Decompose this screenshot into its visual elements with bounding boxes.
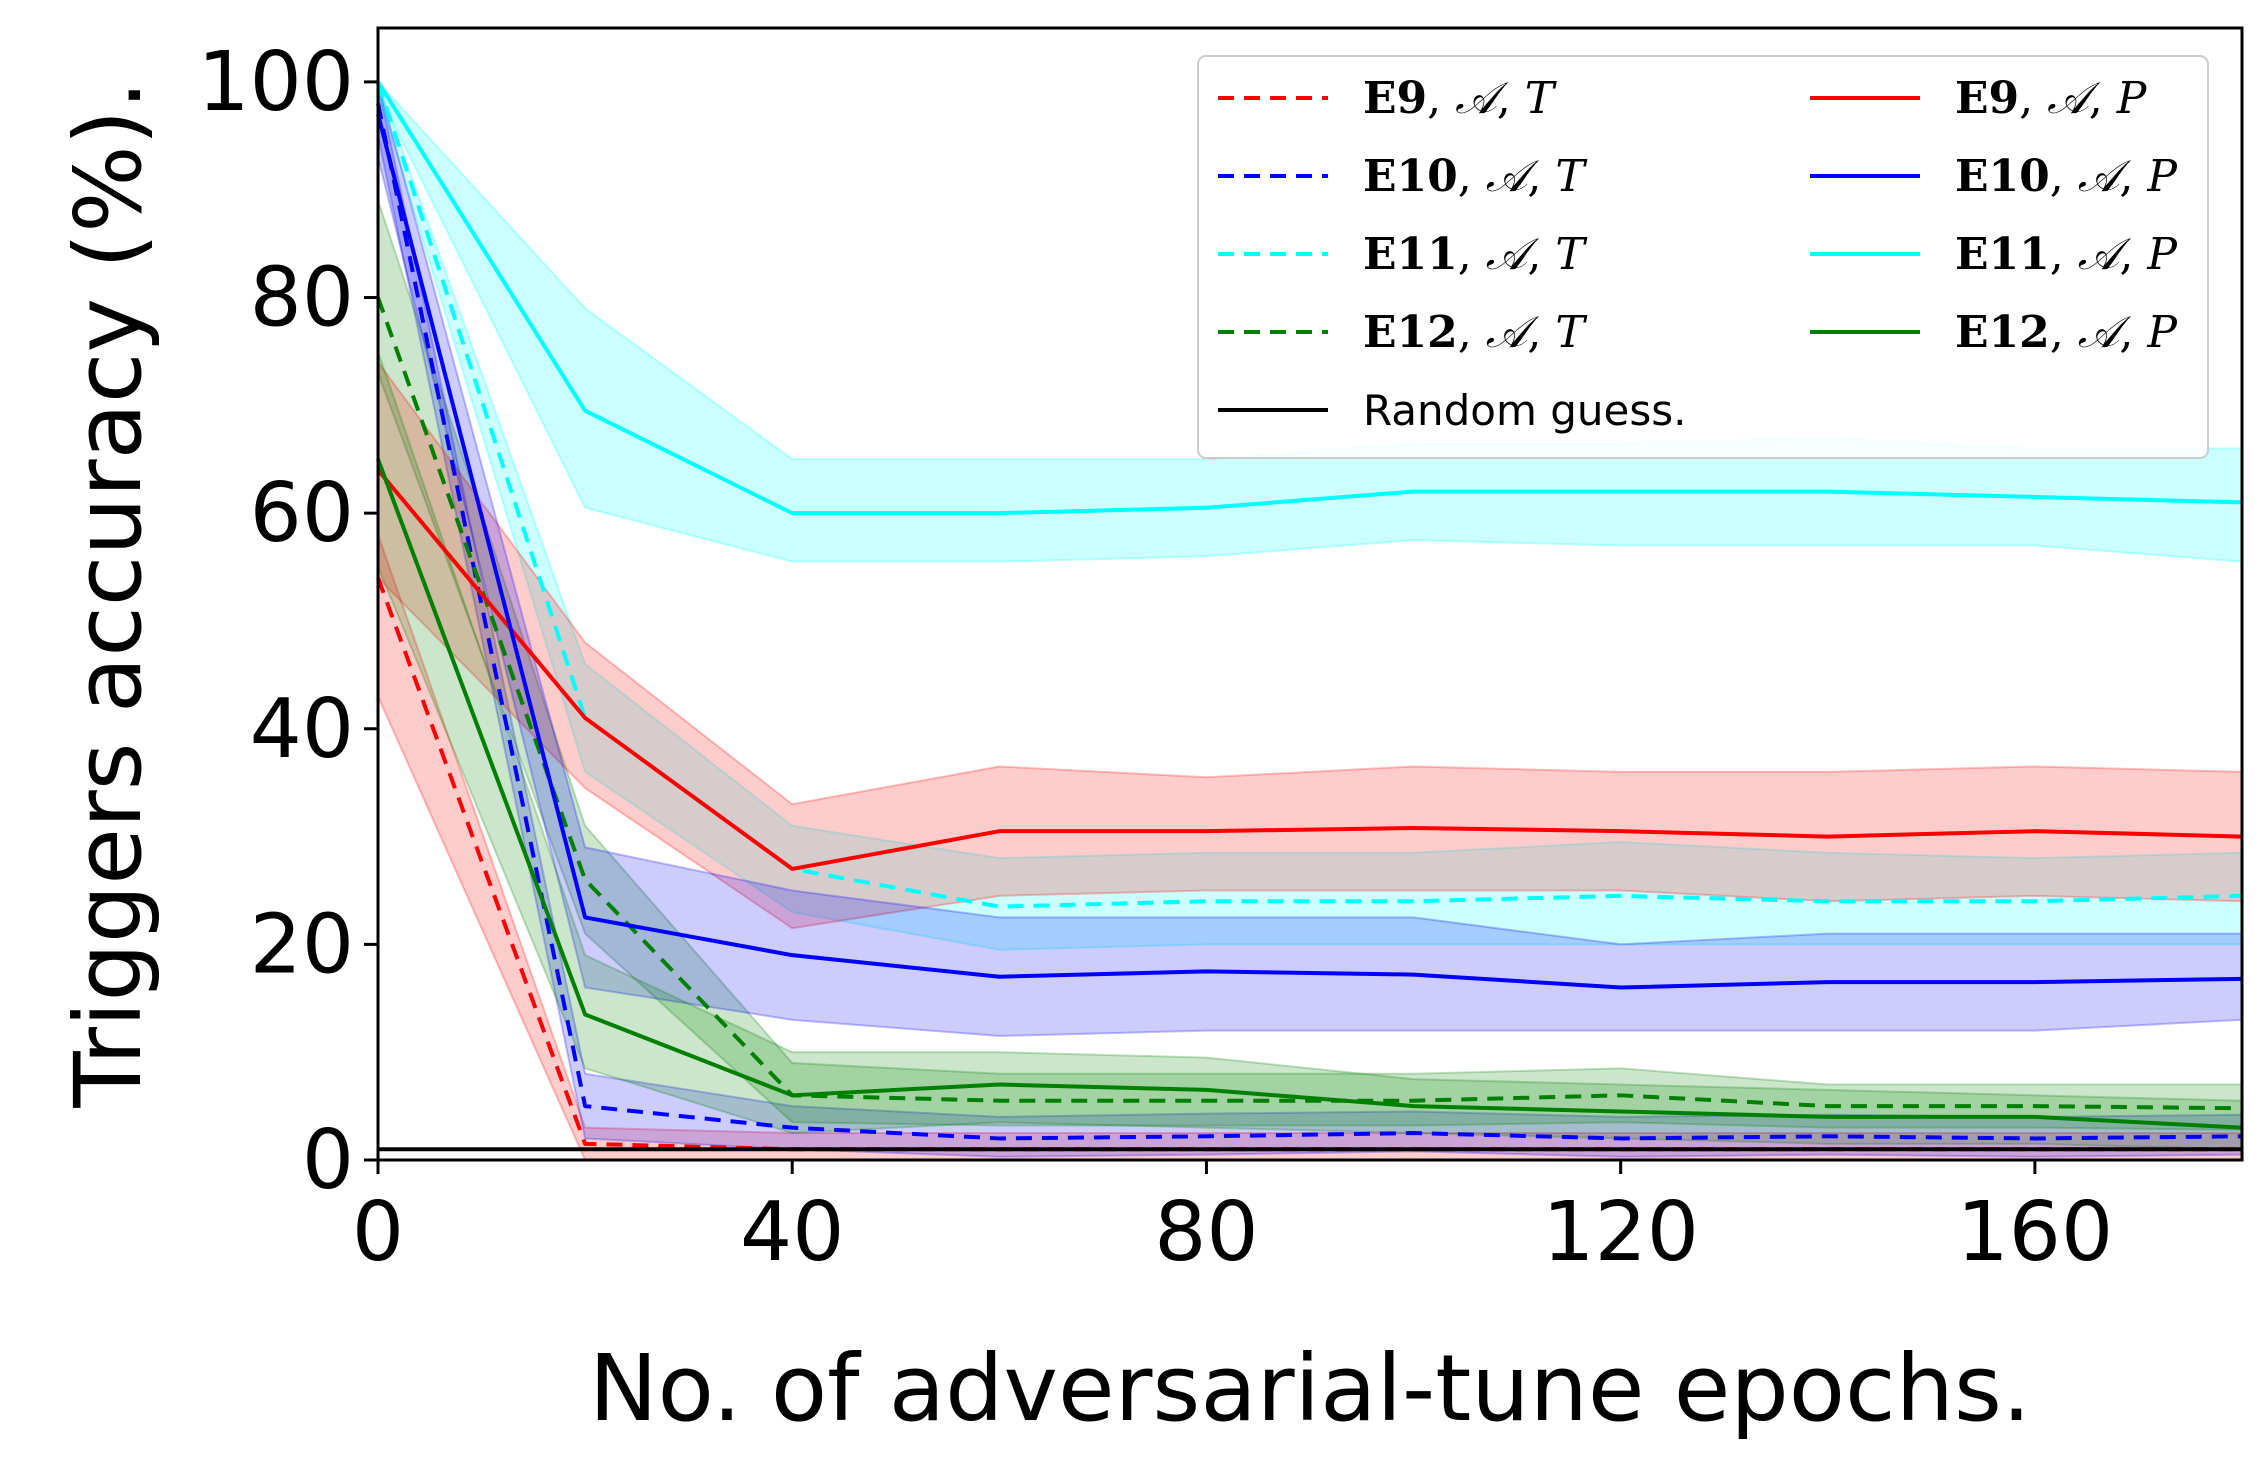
y-axis-title: Triggers accuracy (%). [55,80,162,1108]
x-tick-label: 40 [740,1185,844,1280]
line-e12-a-t [376,296,2243,1111]
x-tick-label: 0 [352,1185,404,1280]
y-tick-label: 20 [250,897,354,992]
line-e9-a-p [376,468,2243,871]
legend-label: Random guess. [1363,386,1686,435]
line-e10-a-t [376,103,2243,1141]
y-tick-label: 80 [250,251,354,346]
x-tick-label: 80 [1154,1185,1258,1280]
y-tick-label: 60 [250,466,354,561]
legend: E9, 𝒜, T E10, 𝒜, T E11, 𝒜, T E12, 𝒜, T Rando… [1197,55,2209,459]
line-e10-a-p [376,113,2243,990]
x-tick-label: 160 [1957,1185,2114,1280]
legend-label: E12, 𝒜, P [1955,307,2178,358]
y-tick-label: 100 [197,35,354,130]
legend-label: E11, 𝒜, P [1955,229,2178,280]
legend-label: E11, 𝒜, T [1363,229,1588,280]
legend-label: E9, 𝒜, P [1955,73,2148,124]
axis-ticks: 0 40 80 120 160 0 20 40 60 80 100 [197,35,2113,1280]
line-e12-a-p [376,458,2243,1130]
plot-frame [376,26,2244,1162]
x-axis-title: No. of adversarial-tune epochs. [589,1335,2031,1442]
legend-label: E12, 𝒜, T [1363,307,1588,358]
line-e11-a-t [376,81,2243,909]
series-lines [376,80,2243,1152]
y-tick-label: 40 [250,682,354,777]
legend-label: E10, 𝒜, P [1955,151,2178,202]
legend-label: E9, 𝒜, T [1363,73,1558,124]
legend-box [1197,55,2209,459]
y-tick-label: 0 [302,1113,354,1208]
line-e11-a-p [376,80,2243,516]
legend-label: E10, 𝒜, T [1363,151,1588,202]
x-tick-label: 120 [1542,1185,1699,1280]
